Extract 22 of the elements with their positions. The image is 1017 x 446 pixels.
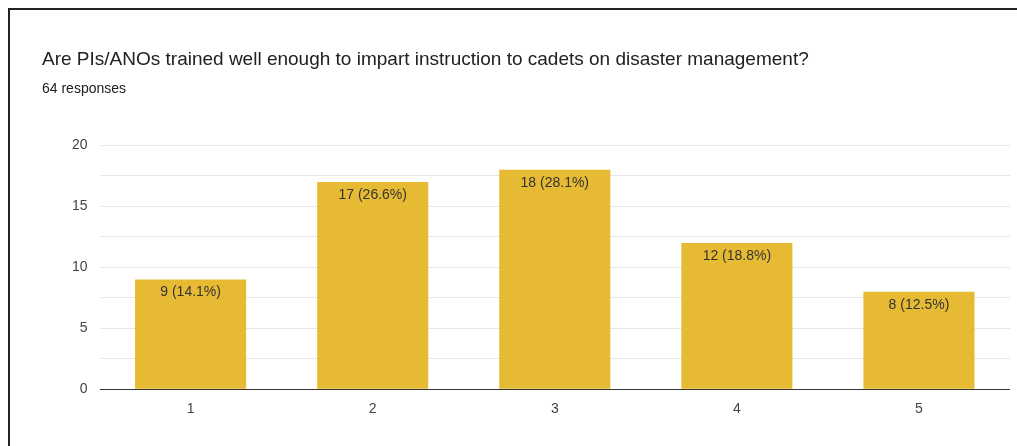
data-label: 17 (26.6%) [338,185,407,202]
y-tick-label: 0 [79,380,88,397]
y-tick-label: 20 [71,136,88,153]
y-tick-label: 5 [79,319,88,336]
y-tick-label: 10 [71,258,88,275]
bar [863,291,975,389]
bar [681,242,793,389]
y-tick-label: 15 [71,197,88,214]
data-label: 12 (18.8%) [702,246,772,263]
data-label: 8 (12.5%) [888,295,950,312]
bar [135,279,247,389]
x-tick-label: 4 [732,400,741,417]
data-label: 18 (28.1%) [520,173,590,190]
chart-subtitle: 64 responses [42,80,127,96]
data-label: 9 (14.1%) [160,283,221,300]
x-tick-label: 2 [368,400,377,417]
x-tick-label: 5 [915,400,924,417]
bar [499,169,611,389]
x-tick-label: 3 [550,400,559,417]
x-tick-label: 1 [186,400,195,417]
chart-title: Are PIs/ANOs trained well enough to impart instruction to cadets on disaster management? [42,48,809,70]
bar [317,181,429,389]
